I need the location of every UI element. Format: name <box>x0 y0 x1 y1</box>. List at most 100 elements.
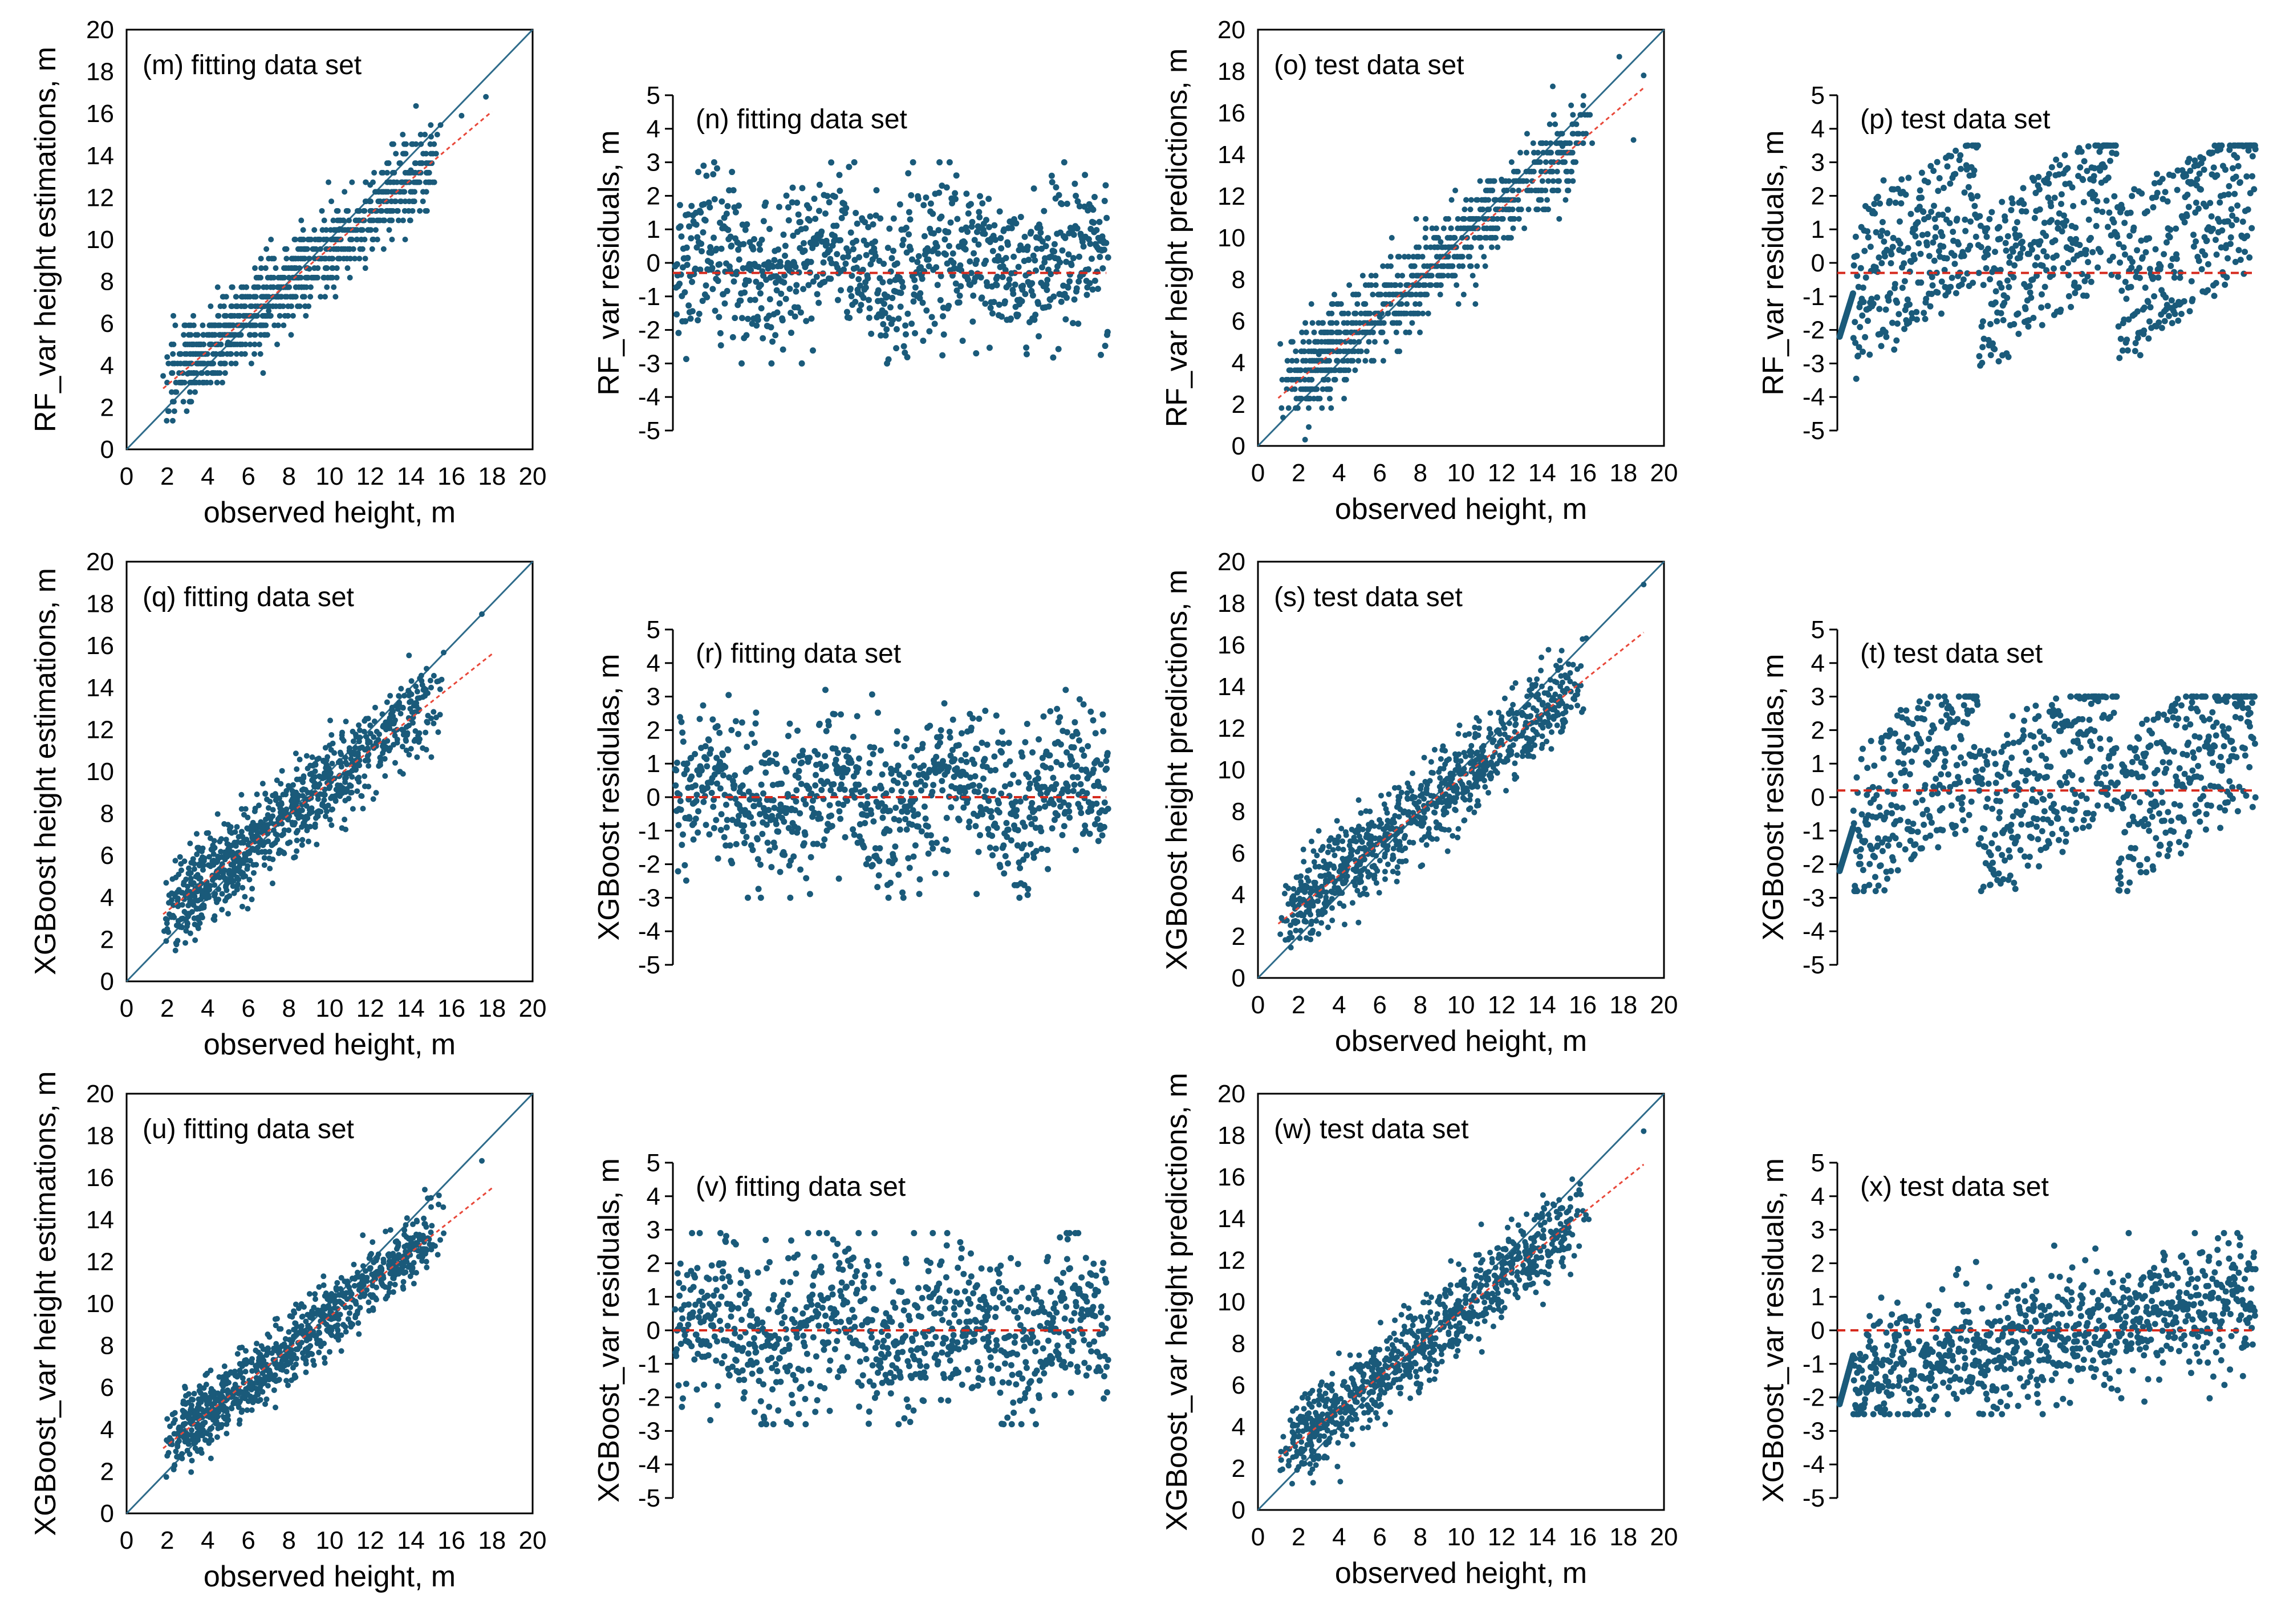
data-point <box>2072 224 2079 231</box>
data-point <box>1382 291 1389 298</box>
data-point <box>1965 184 1972 190</box>
data-point <box>821 278 828 285</box>
data-point <box>815 208 822 214</box>
x-tick-label: 14 <box>1528 459 1556 487</box>
data-point <box>1467 216 1474 222</box>
data-point <box>181 322 188 328</box>
data-point <box>779 317 786 324</box>
data-point <box>2157 263 2164 270</box>
data-point <box>1363 310 1369 316</box>
y-tick-label: 0 <box>1811 249 1825 277</box>
data-point <box>1339 310 1345 316</box>
data-point <box>994 273 1001 280</box>
data-point <box>431 141 437 147</box>
data-point <box>270 303 276 310</box>
x-tick-label: 4 <box>201 462 214 490</box>
data-point <box>2099 209 2106 216</box>
y-tick-label: 18 <box>86 58 114 86</box>
data-point <box>322 255 328 262</box>
data-point <box>677 806 684 813</box>
y-tick-label: 20 <box>86 16 114 44</box>
data-point <box>1445 216 1451 222</box>
data-point <box>2059 228 2065 235</box>
data-point <box>1913 308 1920 315</box>
data-point <box>296 810 302 817</box>
data-point <box>2193 238 2199 245</box>
data-point <box>328 822 335 829</box>
data-point <box>1871 201 1878 208</box>
data-point <box>781 279 788 286</box>
data-point <box>179 379 185 385</box>
x-tick-label: 8 <box>282 994 296 1022</box>
data-point <box>2170 172 2177 179</box>
data-point <box>1530 140 1536 147</box>
data-point <box>263 246 270 252</box>
data-point <box>292 237 298 242</box>
data-point <box>1387 254 1394 260</box>
data-point <box>2023 208 2030 215</box>
data-point <box>1987 320 1994 327</box>
data-point <box>1021 233 1028 240</box>
data-point <box>1573 140 1580 147</box>
data-point <box>1438 282 1444 288</box>
data-point <box>350 246 356 252</box>
data-point <box>1893 337 1900 344</box>
data-point <box>1397 282 1403 288</box>
data-point <box>319 208 325 214</box>
data-point <box>358 237 364 242</box>
data-point <box>926 263 932 270</box>
data-point <box>345 208 351 214</box>
data-point <box>1045 303 1052 310</box>
data-point <box>1940 243 1947 250</box>
data-point <box>2065 259 2072 266</box>
data-point <box>683 356 689 363</box>
data-point <box>171 914 177 920</box>
data-point <box>344 265 351 271</box>
data-point <box>2084 273 2091 280</box>
data-point <box>362 208 368 214</box>
data-point <box>2060 212 2067 219</box>
data-point <box>2048 217 2055 224</box>
data-point <box>171 408 177 415</box>
data-point <box>194 923 201 929</box>
data-point <box>802 801 809 807</box>
data-point <box>1513 168 1520 174</box>
data-point <box>848 293 855 299</box>
data-point <box>904 354 911 360</box>
data-point <box>997 235 1004 242</box>
data-point <box>373 790 379 796</box>
data-point <box>703 822 709 829</box>
data-point <box>1864 318 1871 324</box>
data-point <box>707 244 714 251</box>
data-point <box>969 218 976 225</box>
data-point <box>882 310 888 316</box>
data-point <box>983 257 989 264</box>
data-point <box>1503 197 1509 203</box>
data-point <box>1321 376 1328 383</box>
data-point <box>2010 248 2016 255</box>
data-point <box>360 806 366 812</box>
y-tick-label: 0 <box>647 783 660 811</box>
data-point <box>408 167 414 173</box>
data-point <box>1333 320 1340 326</box>
data-point <box>332 798 339 804</box>
data-point <box>340 246 347 252</box>
data-point <box>1050 293 1057 300</box>
data-point <box>1562 197 1569 203</box>
data-point <box>1024 243 1031 250</box>
data-point <box>2166 234 2173 241</box>
data-point <box>766 312 773 319</box>
data-point <box>899 283 906 290</box>
data-point <box>336 226 343 232</box>
data-point <box>1309 386 1316 392</box>
data-point <box>1008 315 1014 322</box>
data-point <box>1548 159 1554 165</box>
data-point <box>227 351 233 357</box>
data-point <box>241 851 247 857</box>
data-point <box>1930 168 1937 174</box>
data-point <box>355 208 362 214</box>
data-point <box>188 360 194 367</box>
data-point <box>1038 264 1045 271</box>
data-point <box>2227 234 2234 241</box>
data-point <box>189 881 196 887</box>
